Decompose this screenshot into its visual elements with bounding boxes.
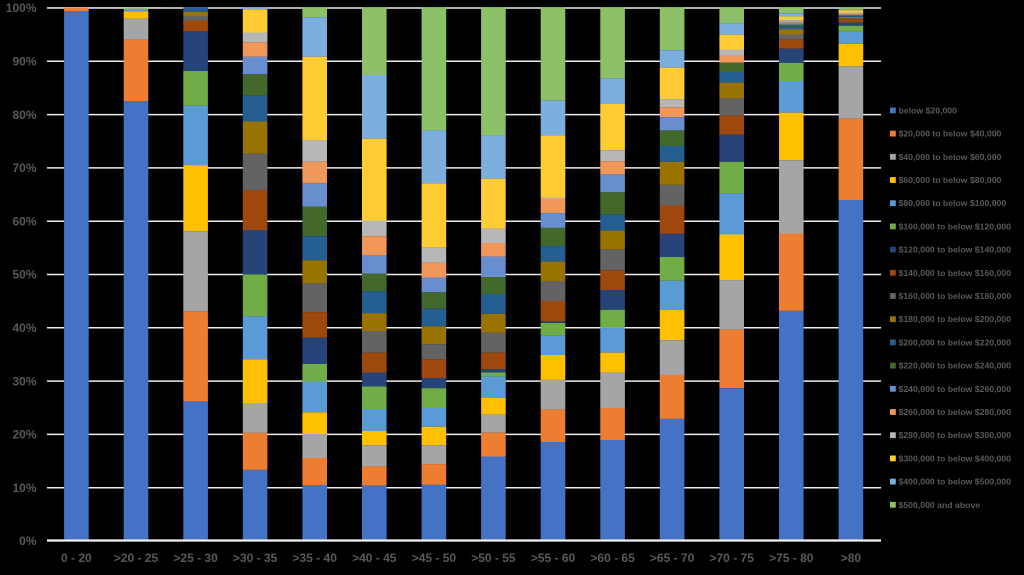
svg-text:>20 - 25: >20 - 25 bbox=[114, 551, 159, 565]
svg-text:100%: 100% bbox=[6, 1, 37, 15]
svg-text:$280,000 to below $300,000: $280,000 to below $300,000 bbox=[899, 430, 1012, 440]
svg-text:70%: 70% bbox=[12, 161, 36, 175]
svg-text:$20,000 to below $40,000: $20,000 to below $40,000 bbox=[899, 129, 1002, 139]
svg-text:$60,000 to below $80,000: $60,000 to below $80,000 bbox=[899, 175, 1002, 185]
svg-text:>50 - 55: >50 - 55 bbox=[471, 551, 516, 565]
svg-text:$180,000 to below $200,000: $180,000 to below $200,000 bbox=[899, 314, 1012, 324]
svg-text:40%: 40% bbox=[12, 321, 36, 335]
svg-text:>65 - 70: >65 - 70 bbox=[650, 551, 695, 565]
svg-text:>30 - 35: >30 - 35 bbox=[233, 551, 278, 565]
svg-text:>70 - 75: >70 - 75 bbox=[710, 551, 755, 565]
svg-text:$200,000 to below $220,000: $200,000 to below $220,000 bbox=[899, 337, 1012, 347]
svg-text:50%: 50% bbox=[12, 268, 36, 282]
svg-text:>75 - 80: >75 - 80 bbox=[769, 551, 814, 565]
svg-text:30%: 30% bbox=[12, 374, 36, 388]
svg-text:$100,000 to below $120,000: $100,000 to below $120,000 bbox=[899, 221, 1012, 231]
svg-text:>25 - 30: >25 - 30 bbox=[173, 551, 218, 565]
svg-text:$120,000 to below $140,000: $120,000 to below $140,000 bbox=[899, 245, 1012, 255]
svg-text:below $20,000: below $20,000 bbox=[899, 105, 958, 115]
svg-text:$240,000 to below $260,000: $240,000 to below $260,000 bbox=[899, 384, 1012, 394]
svg-text:$40,000 to below $60,000: $40,000 to below $60,000 bbox=[899, 152, 1002, 162]
svg-text:60%: 60% bbox=[12, 214, 36, 228]
svg-text:>45 - 50: >45 - 50 bbox=[412, 551, 457, 565]
svg-text:$160,000 to below $180,000: $160,000 to below $180,000 bbox=[899, 291, 1012, 301]
svg-text:$260,000 to below $280,000: $260,000 to below $280,000 bbox=[899, 407, 1012, 417]
svg-text:80%: 80% bbox=[12, 108, 36, 122]
svg-text:20%: 20% bbox=[12, 428, 36, 442]
svg-text:0%: 0% bbox=[19, 534, 37, 548]
svg-text:>60 - 65: >60 - 65 bbox=[590, 551, 635, 565]
svg-text:$500,000 and above: $500,000 and above bbox=[899, 500, 981, 510]
svg-text:$400,000 to below $500,000: $400,000 to below $500,000 bbox=[899, 477, 1012, 487]
svg-text:>80: >80 bbox=[841, 551, 862, 565]
svg-text:90%: 90% bbox=[12, 55, 36, 69]
svg-text:$140,000 to below $160,000: $140,000 to below $160,000 bbox=[899, 268, 1012, 278]
svg-text:$300,000 to below $400,000: $300,000 to below $400,000 bbox=[899, 453, 1012, 463]
svg-text:10%: 10% bbox=[12, 481, 36, 495]
svg-text:>40 - 45: >40 - 45 bbox=[352, 551, 397, 565]
svg-text:$220,000 to below $240,000: $220,000 to below $240,000 bbox=[899, 361, 1012, 371]
svg-text:>55 - 60: >55 - 60 bbox=[531, 551, 576, 565]
svg-text:$80,000 to below $100,000: $80,000 to below $100,000 bbox=[899, 198, 1007, 208]
svg-text:>35 - 40: >35 - 40 bbox=[293, 551, 338, 565]
svg-text:0 - 20: 0 - 20 bbox=[61, 551, 92, 565]
